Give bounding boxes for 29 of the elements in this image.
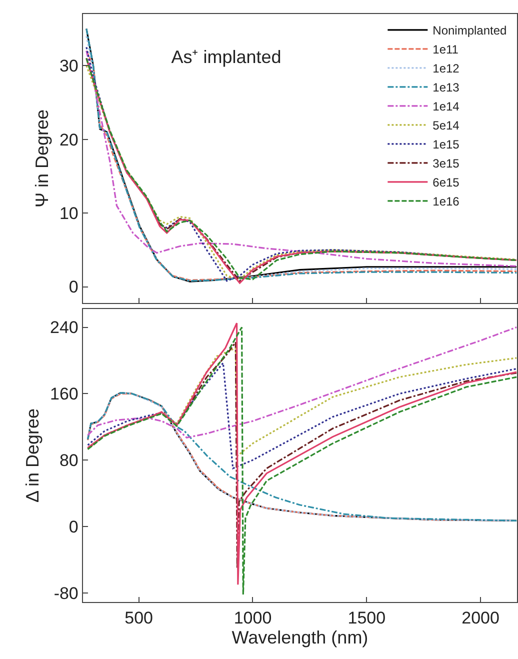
y-tick-label: -80 — [54, 584, 78, 603]
legend-label: Nonimplanted — [432, 24, 507, 38]
legend-label: 1e15 — [432, 138, 460, 152]
y-tick-label: 10 — [59, 204, 78, 224]
text: As⁺ implanted — [171, 47, 282, 68]
y-tick-label: 240 — [50, 318, 78, 338]
legend-label: 6e15 — [432, 176, 460, 190]
legend-label: 1e16 — [432, 194, 460, 209]
x-tick-label: 2000 — [462, 608, 500, 628]
y-tick-label: 80 — [59, 451, 78, 470]
x-tick-label: 1500 — [348, 608, 386, 628]
y-tick-label: 0 — [68, 517, 78, 536]
y-tick-label: 160 — [50, 384, 78, 404]
x-tick-label: 1000 — [234, 608, 272, 628]
line-series — [86, 326, 517, 438]
x-tick-label: 500 — [124, 608, 154, 628]
legend-label: 3e15 — [432, 156, 460, 171]
y-tick-label: 30 — [59, 56, 78, 76]
legend-label: 1e13 — [432, 80, 460, 95]
legend-label: 1e12 — [432, 62, 460, 76]
legend-label: 1e11 — [432, 42, 459, 57]
y-tick-label: 0 — [68, 278, 78, 297]
y-axis-title: Δ in Degree — [22, 408, 42, 503]
legend-label: 1e14 — [432, 100, 460, 114]
y-tick-label: 20 — [59, 130, 78, 150]
x-axis-title: Wavelength (nm) — [232, 628, 368, 648]
line-series — [86, 362, 517, 470]
y-axis-title: Ψ in Degree — [32, 109, 52, 208]
legend-label: 5e14 — [432, 118, 460, 133]
